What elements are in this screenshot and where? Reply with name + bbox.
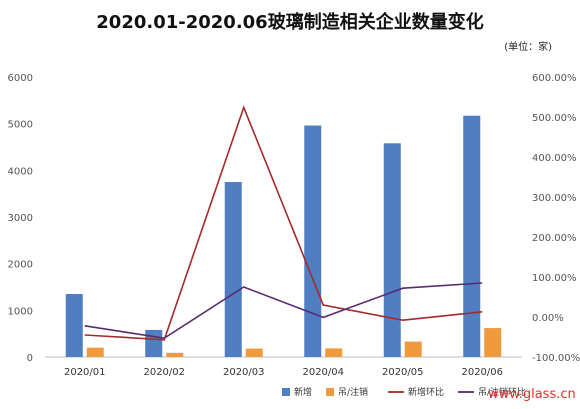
chart-title: 2020.01-2020.06玻璃制造相关企业数量变化 [96, 12, 484, 33]
bar-cancelled [325, 348, 343, 357]
y2-tick-label: 100.00% [532, 273, 577, 284]
y2-tick-label: 400.00% [532, 153, 577, 164]
x-tick-label: 2020/02 [143, 367, 185, 378]
y2-tick-label: -100.00% [532, 353, 580, 364]
bar-new [304, 125, 322, 358]
y-tick-label: 1000 [8, 306, 33, 317]
y2-tick-label: 300.00% [532, 193, 577, 204]
watermark: www.glass.cn [488, 387, 576, 402]
legend-label: 新增 [294, 386, 312, 398]
legend-swatch [326, 388, 334, 396]
unit-label: (单位：家) [504, 42, 552, 53]
x-tick-label: 2020/04 [302, 367, 344, 378]
bar-new [65, 294, 83, 357]
bar-new [383, 143, 401, 357]
y-tick-label: 6000 [8, 73, 33, 84]
y-tick-label: 3000 [8, 213, 33, 224]
legend-label: 吊/注销 [338, 386, 368, 398]
bar-new [224, 182, 242, 357]
y2-tick-label: 500.00% [532, 113, 577, 124]
bar-new [145, 329, 163, 357]
y-tick-label: 0 [27, 353, 33, 364]
line-new-mom [84, 105, 483, 341]
x-tick-label: 2020/01 [64, 367, 106, 378]
x-tick-label: 2020/05 [382, 367, 424, 378]
bar-cancelled [86, 347, 104, 357]
x-tick-label: 2020/03 [223, 367, 265, 378]
x-tick-label: 2020/06 [461, 367, 503, 378]
bar-cancelled [245, 348, 263, 357]
bar-cancelled [484, 328, 502, 357]
line-cancelled-mom [84, 282, 483, 340]
y2-tick-label: 200.00% [532, 233, 577, 244]
y-tick-label: 4000 [8, 166, 33, 177]
bar-new [463, 115, 481, 357]
y-tick-label: 5000 [8, 120, 33, 131]
y2-tick-label: 0.00% [532, 313, 564, 324]
y-tick-label: 2000 [8, 260, 33, 271]
y2-tick-label: 600.00% [532, 73, 577, 84]
bar-cancelled [166, 352, 184, 357]
legend-swatch [282, 388, 290, 396]
legend-label: 新增环比 [408, 386, 444, 398]
legend-label: 吊/注销环比 [478, 386, 526, 398]
bar-cancelled [404, 341, 422, 357]
